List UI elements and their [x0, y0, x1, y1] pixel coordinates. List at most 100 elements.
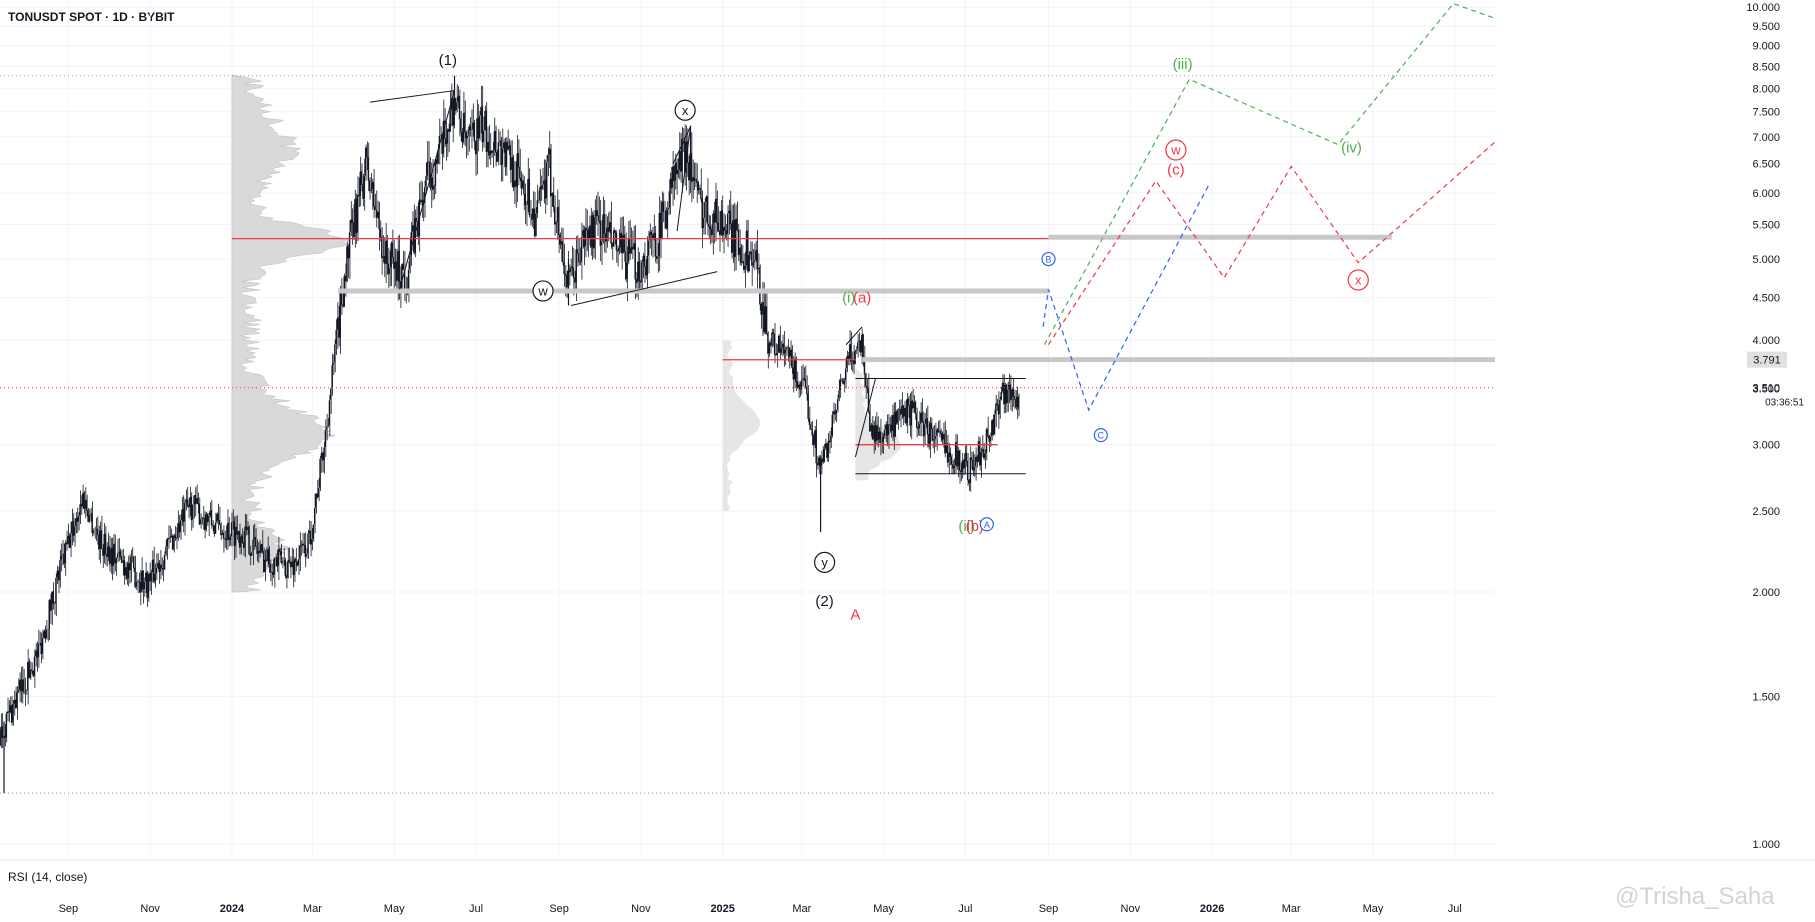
volume-profile-small-0: [722, 340, 761, 511]
x-tick-label-14: 2026: [1200, 903, 1224, 915]
wave-label-x-3: x: [674, 99, 696, 121]
x-tick-label-6: Sep: [549, 903, 569, 915]
trendline-2: [571, 271, 718, 307]
trendline-6: [854, 378, 877, 458]
wave-label-iv-14: (iv): [1341, 139, 1362, 156]
watermark: @Trisha_Saha: [1615, 883, 1775, 910]
wave-label-text: (2): [815, 593, 833, 610]
wave-label-text: (i): [842, 289, 855, 306]
wave-label-A-10: A: [979, 517, 994, 532]
wave-label-text: (a): [853, 289, 871, 306]
wave-label-text: A: [984, 520, 990, 530]
wave-label-text: (1): [439, 52, 457, 69]
trendline-5: [845, 326, 863, 346]
y-tick-label-10: 6.000: [1752, 188, 1780, 200]
drawings-layer: (1)(2)wxy(i)(a)A(ii)(b) ABC(iii)(iv)w(c)x: [0, 2, 1496, 794]
trendline-4: [676, 126, 692, 232]
y-tick-label-2: 2.000: [1752, 587, 1780, 599]
wave-label-i-5: (i): [842, 289, 855, 306]
wave-label-circle: [674, 99, 696, 121]
x-tick-label-0: Sep: [59, 903, 79, 915]
rsi-indicator-label[interactable]: RSI (14, close): [8, 870, 88, 884]
wave-label-circle: [532, 280, 554, 302]
y-tick-label-0: 1.000: [1752, 839, 1780, 851]
wave-label-c-16: (c): [1167, 161, 1185, 178]
wave-label-circle: [1041, 251, 1056, 267]
bar-countdown: 03:36:51: [1765, 398, 1804, 409]
x-tick-label-12: Sep: [1039, 903, 1059, 915]
wave-label-text: (b): [966, 518, 984, 535]
y-tick-label-1: 1.500: [1752, 692, 1780, 704]
wave-label-text: w: [1170, 143, 1181, 158]
candles-layer: [0, 75, 1020, 794]
current-price-value: 3.510: [1752, 383, 1780, 395]
y-tick-label-4: 3.000: [1752, 440, 1780, 452]
wave-label-a-6: (a): [853, 289, 871, 306]
wave-label-circle: [1165, 139, 1187, 161]
projection-green: [1043, 2, 1496, 345]
x-tick-label-9: Mar: [792, 903, 811, 915]
last-price-value: 3.791: [1753, 355, 1781, 367]
x-tick-label-1: Nov: [140, 903, 160, 915]
wave-label-text: B: [1046, 255, 1052, 265]
x-tick-label-4: May: [384, 903, 405, 915]
y-tick-label-6: 4.000: [1752, 335, 1780, 347]
wave-label-text: y: [821, 555, 828, 570]
projection-blue: [1042, 183, 1210, 412]
chart-title: TONUSDT SPOT · 1D · BYBIT: [8, 10, 175, 24]
wave-label-b-9: (b): [966, 518, 984, 535]
y-tick-label-16: 9.000: [1752, 40, 1780, 52]
wave-label-text: (iii): [1173, 56, 1193, 73]
wave-label-text: (iv): [1341, 139, 1362, 156]
last-price-badge: [1747, 351, 1787, 368]
wave-label-B-11: B: [1041, 251, 1056, 267]
y-tick-label-7: 4.500: [1752, 292, 1780, 304]
y-tick-label-13: 7.500: [1752, 107, 1780, 119]
volume-profile-layer: [231, 74, 901, 593]
x-tick-label-17: Jul: [1448, 903, 1462, 915]
volume-profile: [231, 74, 351, 593]
y-tick-label-18: 10.000: [1746, 2, 1780, 14]
wave-label-1-0: (1): [439, 52, 457, 69]
y-tick-label-8: 5.000: [1752, 254, 1780, 266]
x-tick-label-13: Nov: [1121, 903, 1141, 915]
wave-label-text: A: [850, 607, 860, 624]
y-tick-label-12: 7.000: [1752, 132, 1780, 144]
wave-label-2-1: (2): [815, 593, 833, 610]
y-tick-label-5: 3.500: [1752, 384, 1780, 396]
y-tick-label-15: 8.500: [1752, 61, 1780, 73]
wave-label-C-12: C: [1093, 428, 1108, 443]
y-tick-label-17: 9.500: [1752, 21, 1780, 33]
wave-label-iii-13: (iii): [1173, 56, 1193, 73]
wave-label-circle: [813, 551, 836, 574]
y-tick-label-3: 2.500: [1752, 506, 1780, 518]
wave-label-y-4: y: [813, 551, 836, 574]
trendline-3: [672, 126, 691, 164]
wave-label-text: x: [682, 103, 689, 118]
x-tick-label-16: May: [1363, 903, 1384, 915]
x-tick-label-5: Jul: [469, 903, 483, 915]
wave-label-circle: [1347, 269, 1369, 291]
x-tick-label-3: Mar: [303, 903, 322, 915]
x-tick-label-7: Nov: [631, 903, 651, 915]
x-tick-label-8: 2025: [710, 903, 734, 915]
wave-label-text: x: [1355, 273, 1362, 288]
y-tick-label-9: 5.500: [1752, 219, 1780, 231]
y-tick-label-14: 8.000: [1752, 83, 1780, 95]
x-tick-label-15: Mar: [1282, 903, 1301, 915]
projection-red: [1047, 141, 1496, 346]
trendline-1: [399, 90, 456, 290]
wave-label-w-2: w: [532, 280, 554, 302]
y-tick-label-11: 6.500: [1752, 159, 1780, 171]
x-tick-label-2: 2024: [220, 903, 245, 915]
wave-label-circle: [979, 517, 994, 532]
trendline-0: [369, 90, 455, 103]
wave-label-x-17: x: [1347, 269, 1369, 291]
wave-label-A-7: A: [850, 607, 860, 624]
wave-label-text: (ii): [958, 518, 975, 535]
wave-label-w-15: w: [1165, 139, 1187, 161]
wave-label-text: (c): [1167, 161, 1185, 178]
wave-label-text: w: [537, 283, 548, 298]
x-tick-label-10: May: [873, 903, 894, 915]
